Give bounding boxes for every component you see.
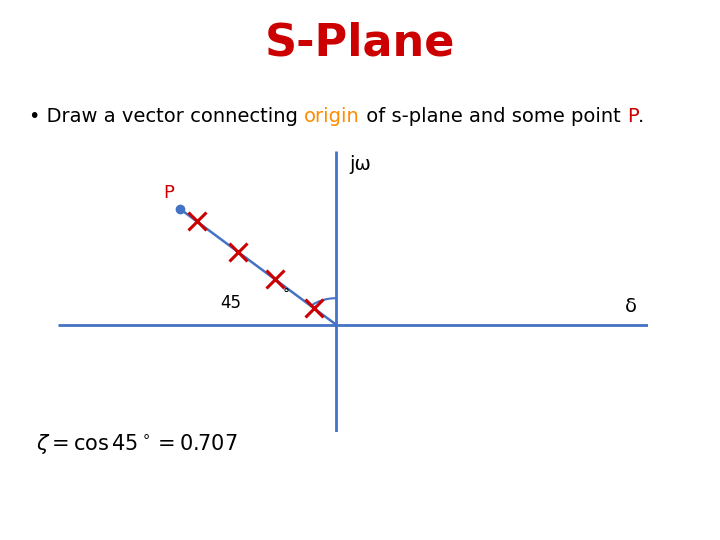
Text: δ: δ [625, 298, 637, 316]
Text: • Draw a vector connecting: • Draw a vector connecting [29, 106, 304, 126]
Text: P: P [163, 184, 174, 202]
Text: jω: jω [349, 156, 372, 174]
Text: °: ° [283, 287, 289, 301]
Text: 45: 45 [220, 294, 241, 312]
Text: S-Plane: S-Plane [265, 22, 455, 65]
Text: $\zeta = \cos 45^\circ = 0.707$: $\zeta = \cos 45^\circ = 0.707$ [36, 432, 238, 456]
Text: origin: origin [304, 106, 360, 126]
Text: .: . [639, 106, 644, 126]
Text: P: P [626, 106, 639, 126]
Text: of s-plane and some point: of s-plane and some point [360, 106, 626, 126]
